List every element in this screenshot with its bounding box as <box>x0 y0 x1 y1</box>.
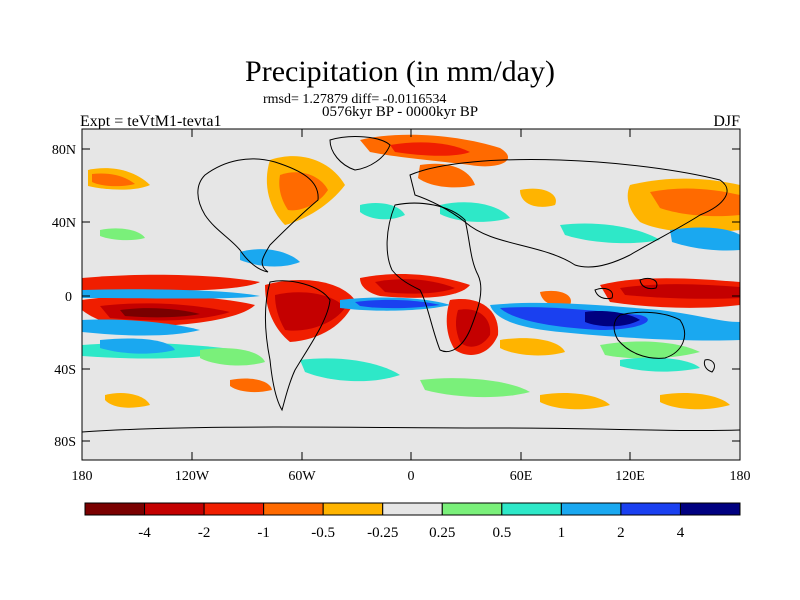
colorbar-label: 2 <box>617 525 625 541</box>
lon-tick-label: 60E <box>510 469 533 484</box>
lon-tick-label: 180 <box>72 469 93 484</box>
lon-tick-label: 180 <box>730 469 751 484</box>
colorbar-swatch <box>144 502 205 516</box>
stats-label: rmsd= 1.27879 diff= -0.0116534 <box>263 92 447 107</box>
colorbar-label: -4 <box>138 525 151 541</box>
colorbar-swatch <box>501 502 562 516</box>
colorbar-label: 0.5 <box>492 525 511 541</box>
colorbar-label: -0.5 <box>311 525 335 541</box>
lat-tick-label: 40S <box>54 363 76 378</box>
map-ticks <box>82 129 740 460</box>
lon-tick-label: 120E <box>615 469 645 484</box>
lat-tick-label: 0 <box>65 290 72 305</box>
season-label: DJF <box>713 113 740 130</box>
colorbar-label: -2 <box>198 525 211 541</box>
colorbar-swatch <box>560 502 622 516</box>
colorbar-label: -1 <box>257 525 270 541</box>
colorbar-label: 1 <box>558 525 566 541</box>
colorbar <box>84 502 741 516</box>
colorbar-labels: -4 -2 -1 -0.5 -0.25 0.25 0.5 1 2 4 <box>138 525 684 541</box>
anomaly-field <box>82 134 740 410</box>
lon-tick-label: 120W <box>175 469 210 484</box>
coastlines <box>82 136 740 433</box>
lat-tick-label: 80S <box>54 435 76 450</box>
colorbar-swatch <box>322 502 384 516</box>
colorbar-label: -0.25 <box>367 525 398 541</box>
colorbar-label: 0.25 <box>429 525 455 541</box>
colorbar-swatch <box>620 502 681 516</box>
colorbar-swatch <box>263 502 324 516</box>
period-label: 0576kyr BP - 0000kyr BP <box>322 104 479 120</box>
lat-tick-label: 40N <box>52 216 76 231</box>
lat-tick-label: 80N <box>52 143 76 158</box>
lon-tick-label: 0 <box>408 469 415 484</box>
colorbar-swatch <box>441 502 503 516</box>
colorbar-label: 4 <box>677 525 685 541</box>
colorbar-swatch <box>203 502 265 516</box>
colorbar-swatch <box>84 502 146 516</box>
experiment-label: Expt = teVtM1-tevta1 <box>80 113 222 130</box>
map-title: Precipitation (in mm/day) <box>245 55 555 88</box>
colorbar-swatch <box>679 502 741 516</box>
lon-tick-label: 60W <box>288 469 316 484</box>
colorbar-swatch <box>382 502 443 516</box>
